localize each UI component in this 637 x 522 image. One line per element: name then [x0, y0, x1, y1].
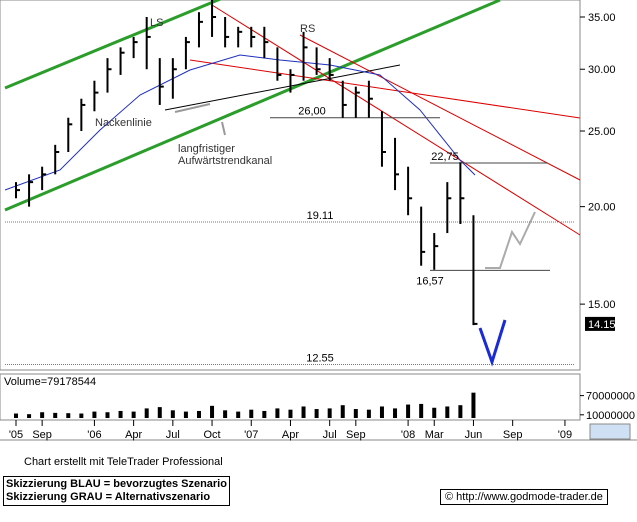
moving-average: [4, 54, 476, 191]
volume-bar: [379, 406, 384, 418]
volume-bar: [471, 392, 476, 418]
annotation: Aufwärtstrendkanal: [178, 155, 272, 167]
channel-top: [4, 0, 222, 90]
x-tick-label: Apr: [125, 429, 142, 441]
volume-bar: [40, 412, 45, 418]
annotation: langfristiger: [178, 143, 235, 155]
level-label: 16,57: [416, 275, 444, 287]
volume-bar: [66, 413, 71, 418]
volume-bar: [353, 409, 358, 418]
x-tick-label: Jun: [465, 429, 483, 441]
volume-bar: [275, 408, 280, 418]
legend-box: Skizzierung BLAU = bevorzugtes Szenario …: [3, 476, 230, 506]
volume-bar: [445, 406, 450, 418]
y-tick-label: 20.00: [588, 202, 616, 214]
volume-bar: [419, 403, 424, 418]
arrow: [174, 103, 211, 113]
x-tick-label: Mar: [425, 429, 444, 441]
volume-bar: [196, 410, 201, 418]
url: © http://www.godmode-trader.de: [440, 489, 608, 505]
volume-bar: [301, 406, 306, 418]
y-tick-label: 30.00: [588, 64, 616, 76]
volume-tick-label: 70000000: [586, 391, 635, 403]
grey-scenario: [485, 211, 536, 269]
legend-grey: Skizzierung GRAU = Alternativszenario: [6, 491, 211, 503]
arrow: [221, 121, 226, 136]
scroll-button[interactable]: [589, 423, 631, 440]
volume-bar: [118, 410, 123, 418]
credit: Chart erstellt mit TeleTrader Profession…: [24, 456, 223, 468]
volume-bar: [105, 412, 110, 418]
volume-bar: [14, 413, 18, 418]
x-tick-label: Sep: [503, 429, 523, 441]
volume-tick-label: 10000000: [586, 410, 635, 422]
annotation: Nackenlinie: [95, 117, 152, 129]
x-tick-label: '08: [401, 429, 415, 441]
volume-bar: [27, 414, 32, 418]
volume-bar: [393, 408, 398, 418]
volume-bar: [79, 413, 84, 418]
volume-bar: [432, 407, 437, 418]
x-tick-label: Jul: [166, 429, 180, 441]
x-tick-label: Jul: [323, 429, 337, 441]
volume-bar: [53, 412, 58, 418]
down-line: [189, 59, 581, 119]
legend-blue: Skizzierung BLAU = bevorzugtes Szenario: [6, 478, 227, 490]
down-line: [211, 4, 581, 236]
level-label: 19.11: [307, 210, 334, 222]
volume-bar: [288, 409, 293, 418]
level-label: 26,00: [298, 106, 326, 118]
volume-bar: [183, 411, 188, 418]
y-tick-label: 25.00: [588, 126, 616, 138]
volume-bar: [144, 408, 149, 418]
y-tick-label: 35.00: [588, 12, 616, 24]
x-tick-label: '07: [244, 429, 258, 441]
volume-bar: [340, 405, 345, 418]
volume-bar: [406, 404, 411, 418]
price-panel: [0, 0, 581, 371]
volume-bar: [314, 409, 319, 418]
volume-bar: [458, 405, 463, 418]
volume-bar: [92, 411, 97, 418]
x-tick-label: '09: [558, 429, 572, 441]
y-tick-label: 15.00: [588, 299, 616, 311]
level-label: 12.55: [306, 353, 334, 365]
volume-bar: [157, 407, 162, 418]
blue-scenario: [478, 319, 507, 367]
volume-bar: [223, 410, 228, 418]
volume-bar: [236, 411, 241, 418]
level-label: 22,75: [431, 151, 459, 163]
x-tick-label: Sep: [32, 429, 52, 441]
x-tick-label: Apr: [282, 429, 299, 441]
volume-bar: [262, 410, 267, 418]
x-tick-label: Sep: [346, 429, 366, 441]
neckline: [164, 64, 401, 111]
volume-bar: [249, 409, 254, 418]
volume-bar: [170, 410, 175, 418]
x-tick-label: '05: [9, 429, 23, 441]
channel-bottom: [4, 0, 501, 212]
annotation: RS: [300, 23, 315, 35]
x-tick-label: Oct: [203, 429, 220, 441]
volume-bar: [327, 408, 332, 418]
volume-bar: [366, 409, 371, 418]
down-line: [299, 34, 581, 181]
x-tick-label: '06: [87, 429, 101, 441]
volume-bar: [131, 411, 136, 418]
last-price-box: [585, 316, 615, 331]
last-price: 14.15: [588, 319, 616, 331]
volume-bar: [210, 405, 215, 418]
annotation: LS: [150, 17, 163, 29]
chart: 15.00 20.00 25.00 30.00 35.00 '05 Sep '06 Apr Jul…: [0, 0, 637, 441]
volume-label: Volume=79178544: [4, 376, 96, 388]
